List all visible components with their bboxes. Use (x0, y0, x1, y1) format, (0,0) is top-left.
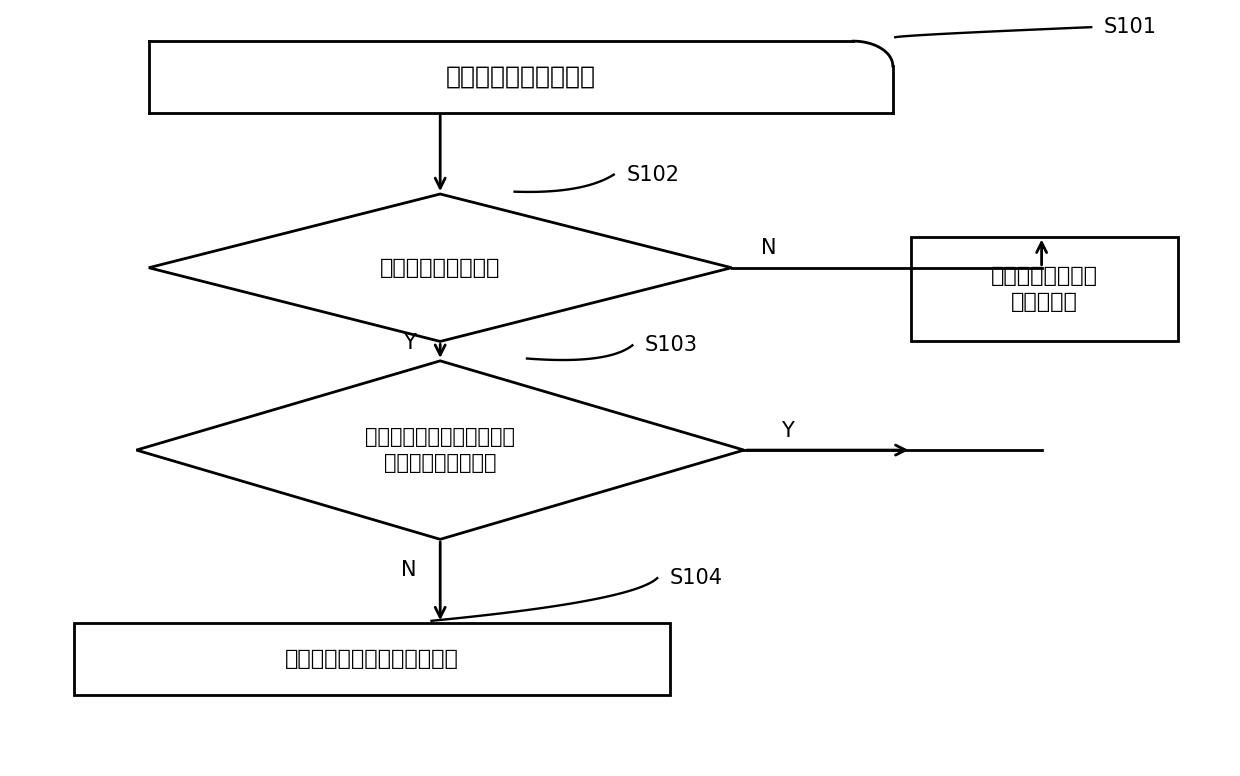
Text: 所述数据是符合预设的敏感
数据输入规则的数据: 所述数据是符合预设的敏感 数据输入规则的数据 (366, 427, 515, 473)
Text: Y: Y (781, 421, 794, 441)
Text: 所述数据为敏感数据: 所述数据为敏感数据 (379, 258, 501, 278)
Text: 获取输入云服务的数据: 获取输入云服务的数据 (446, 65, 595, 88)
Polygon shape (149, 194, 732, 341)
Text: N: N (761, 238, 776, 258)
Text: N: N (402, 560, 417, 580)
Polygon shape (136, 361, 744, 539)
Text: Y: Y (403, 334, 415, 353)
Bar (74, 623, 670, 695)
Text: 禁止所述数据输入所述云服务: 禁止所述数据输入所述云服务 (285, 649, 459, 669)
Text: S104: S104 (670, 568, 723, 588)
Text: 允许所述数据输入
所述云服务: 允许所述数据输入 所述云服务 (991, 266, 1099, 312)
Text: S102: S102 (626, 165, 680, 185)
Text: S101: S101 (1104, 17, 1157, 37)
Text: S103: S103 (645, 335, 698, 355)
Bar (911, 237, 1178, 341)
